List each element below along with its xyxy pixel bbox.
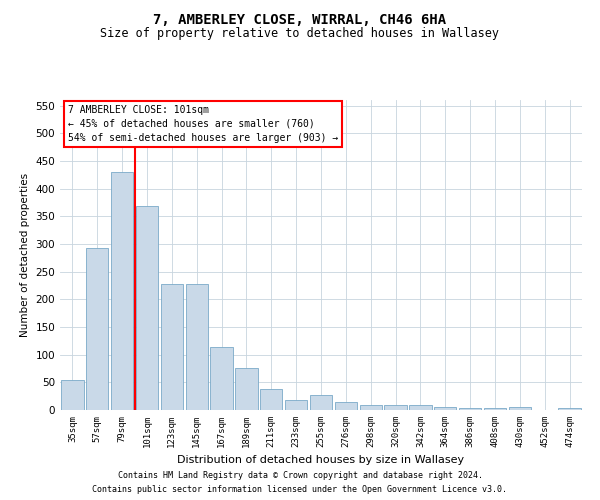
Bar: [211, 348, 233, 410]
Bar: [185, 284, 208, 410]
Bar: [161, 284, 183, 410]
Bar: [559, 408, 581, 410]
Bar: [61, 380, 83, 410]
Bar: [310, 395, 332, 410]
Bar: [111, 172, 133, 410]
Y-axis label: Number of detached properties: Number of detached properties: [20, 173, 30, 337]
Text: Size of property relative to detached houses in Wallasey: Size of property relative to detached ho…: [101, 28, 499, 40]
Bar: [86, 248, 109, 410]
Bar: [136, 206, 158, 410]
X-axis label: Distribution of detached houses by size in Wallasey: Distribution of detached houses by size …: [178, 456, 464, 466]
Text: 7, AMBERLEY CLOSE, WIRRAL, CH46 6HA: 7, AMBERLEY CLOSE, WIRRAL, CH46 6HA: [154, 12, 446, 26]
Bar: [484, 408, 506, 410]
Bar: [385, 405, 407, 410]
Bar: [260, 389, 283, 410]
Bar: [235, 368, 257, 410]
Bar: [285, 400, 307, 410]
Bar: [335, 402, 357, 410]
Bar: [459, 408, 481, 410]
Bar: [359, 405, 382, 410]
Text: Contains public sector information licensed under the Open Government Licence v3: Contains public sector information licen…: [92, 485, 508, 494]
Text: Contains HM Land Registry data © Crown copyright and database right 2024.: Contains HM Land Registry data © Crown c…: [118, 471, 482, 480]
Bar: [434, 406, 457, 410]
Bar: [509, 407, 531, 410]
Text: 7 AMBERLEY CLOSE: 101sqm
← 45% of detached houses are smaller (760)
54% of semi-: 7 AMBERLEY CLOSE: 101sqm ← 45% of detach…: [68, 104, 338, 142]
Bar: [409, 405, 431, 410]
